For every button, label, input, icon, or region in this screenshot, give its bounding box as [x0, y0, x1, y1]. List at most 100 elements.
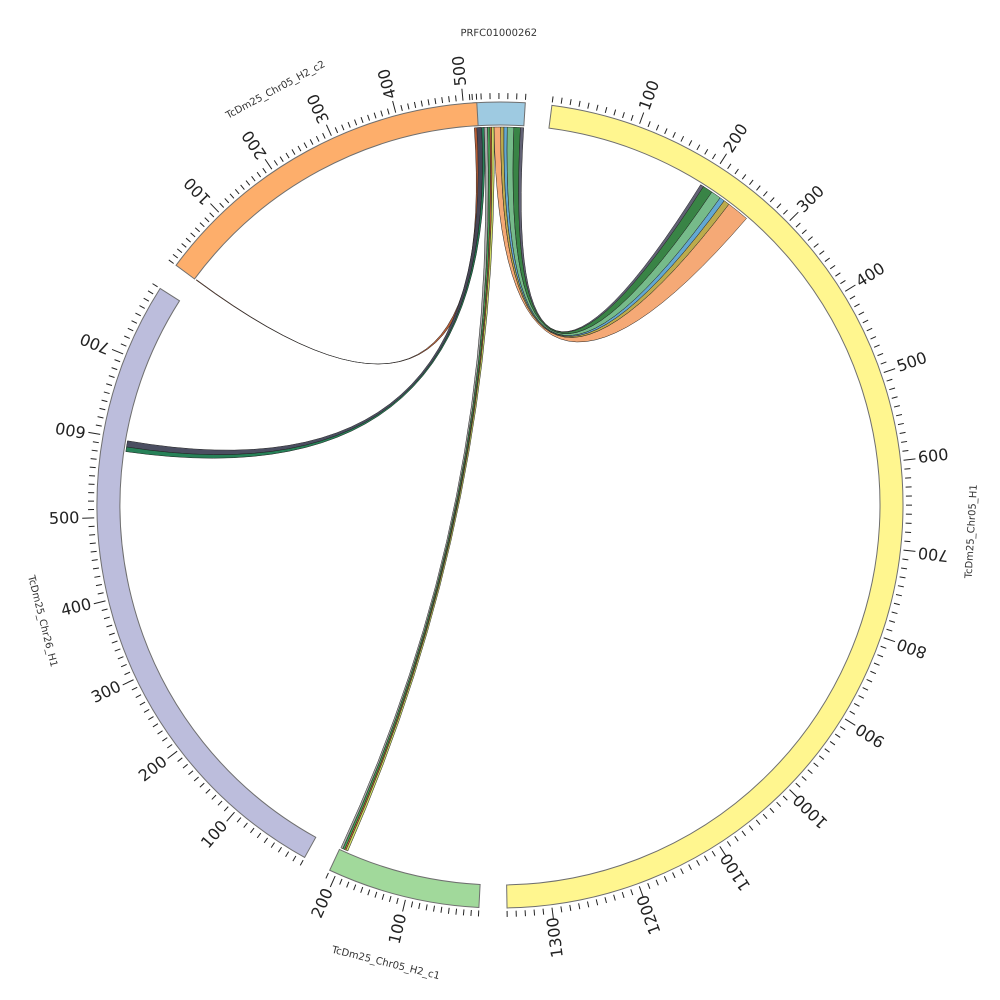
minor-tick: [741, 174, 747, 180]
major-tick: [402, 899, 406, 912]
minor-tick: [117, 656, 124, 660]
minor-tick: [889, 387, 896, 391]
minor-tick: [315, 135, 320, 142]
minor-tick: [135, 312, 141, 317]
minor-tick: [95, 584, 102, 587]
minor-tick: [904, 540, 911, 543]
minor-tick: [763, 191, 768, 197]
minor-tick: [902, 449, 909, 452]
minor-tick: [168, 259, 174, 264]
minor-tick: [829, 264, 836, 270]
minor-tick: [704, 148, 709, 155]
minor-tick: [551, 96, 554, 103]
minor-tick: [904, 468, 911, 470]
minor-tick: [219, 202, 225, 208]
minor-tick: [341, 124, 345, 131]
tick-label-h1-400: 400: [852, 259, 888, 291]
minor-tick: [560, 906, 563, 913]
minor-tick: [807, 769, 813, 775]
minor-tick: [696, 859, 700, 866]
minor-tick: [92, 441, 99, 444]
minor-tick: [292, 855, 297, 862]
minor-tick: [578, 100, 581, 107]
minor-tick: [373, 112, 377, 119]
link-prfc-c1-5: [344, 126, 493, 851]
tick-label-chr26-600: 600: [54, 418, 87, 442]
minor-tick: [829, 741, 836, 746]
minor-tick: [380, 110, 384, 117]
minor-tick: [299, 859, 304, 866]
minor-tick: [177, 757, 183, 762]
minor-tick: [135, 694, 142, 698]
minor-tick: [663, 876, 668, 882]
minor-tick: [277, 846, 282, 853]
minor-tick: [862, 319, 869, 324]
minor-tick: [353, 884, 357, 891]
major-tick: [111, 348, 124, 355]
major-tick: [903, 549, 916, 552]
minor-tick: [236, 817, 242, 823]
minor-tick: [807, 236, 813, 241]
minor-tick: [425, 904, 428, 911]
minor-tick: [901, 567, 908, 570]
minor-tick: [824, 748, 830, 753]
minor-tick: [139, 701, 146, 706]
minor-tick: [89, 542, 96, 545]
minor-tick: [346, 881, 350, 888]
segment-prfc: [472, 101, 526, 127]
minor-tick: [613, 109, 617, 116]
minor-tick: [891, 611, 898, 615]
tick-label-h1-1000: 1000: [789, 790, 831, 832]
minor-tick: [595, 899, 599, 906]
minor-tick: [185, 237, 191, 243]
tick-label-h1-500: 500: [894, 348, 929, 376]
minor-tick: [440, 906, 443, 913]
tick-label-chr26-300: 300: [88, 677, 124, 707]
minor-tick: [862, 687, 869, 691]
minor-tick: [819, 250, 825, 255]
minor-tick: [569, 99, 572, 106]
tick-label-c1-100: 100: [385, 912, 411, 946]
minor-tick: [696, 144, 701, 151]
minor-tick: [143, 708, 150, 713]
minor-tick: [447, 907, 450, 914]
minor-tick: [381, 893, 385, 900]
tick-label-c2-300: 300: [303, 91, 333, 127]
minor-tick: [647, 121, 651, 128]
minor-tick: [455, 908, 458, 915]
minor-tick: [101, 608, 108, 612]
minor-tick: [734, 835, 739, 842]
minor-tick: [795, 782, 801, 788]
minor-tick: [880, 361, 887, 365]
minor-tick: [866, 327, 873, 332]
minor-tick: [873, 662, 880, 666]
minor-tick: [89, 466, 96, 469]
minor-tick: [139, 305, 145, 309]
minor-tick: [782, 795, 788, 801]
major-tick: [883, 368, 896, 373]
minor-tick: [367, 114, 370, 121]
minor-tick: [339, 878, 343, 885]
minor-tick: [776, 203, 782, 209]
minor-tick: [427, 99, 430, 106]
minor-tick: [95, 424, 102, 427]
major-tick: [329, 875, 336, 888]
segment-chr26: [96, 287, 317, 859]
minor-tick: [462, 909, 465, 916]
major-tick: [167, 750, 178, 759]
minor-tick: [106, 383, 113, 387]
minor-tick: [396, 897, 399, 904]
minor-tick: [824, 257, 831, 262]
minor-tick: [101, 399, 108, 403]
minor-tick: [655, 124, 660, 131]
minor-tick: [891, 396, 898, 399]
segment-c1: [329, 848, 481, 908]
minor-tick: [813, 762, 819, 768]
minor-tick: [688, 140, 693, 146]
tick-label-h1-1200: 1200: [633, 892, 665, 937]
minor-tick: [103, 391, 110, 395]
tick-label-h1-700: 700: [917, 543, 949, 565]
major-tick: [392, 100, 397, 113]
minor-tick: [748, 825, 754, 831]
